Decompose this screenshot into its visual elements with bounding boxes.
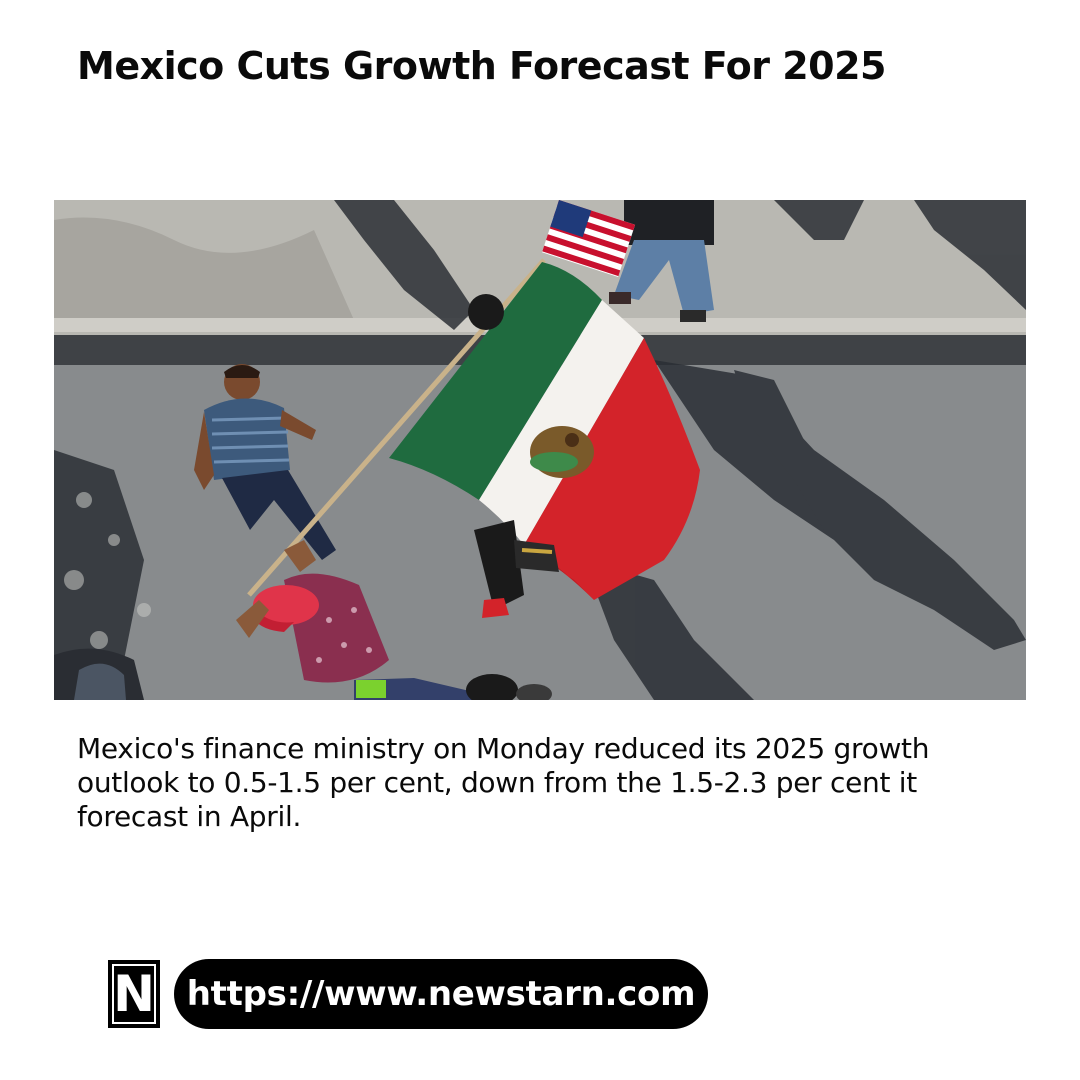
protest-flag-photo [54,200,1026,700]
headline: Mexico Cuts Growth Forecast For 2025 [77,44,887,88]
crowd-heads [54,648,552,700]
person-under-flag [474,520,559,618]
person-head-back [468,294,504,330]
person-red-cap [236,540,474,700]
footer: N https://www.newstarn.com [108,958,708,1030]
mexican-flag-icon [389,262,700,600]
walker-top [609,200,714,322]
site-url-link[interactable]: https://www.newstarn.com [174,959,708,1029]
person-striped-shirt [194,364,336,560]
article-body: Mexico's finance ministry on Monday redu… [77,732,930,833]
newstarn-logo: N [108,960,160,1028]
us-flag-icon [542,200,636,278]
article-photo [54,200,1026,700]
logo-letter: N [112,964,156,1024]
